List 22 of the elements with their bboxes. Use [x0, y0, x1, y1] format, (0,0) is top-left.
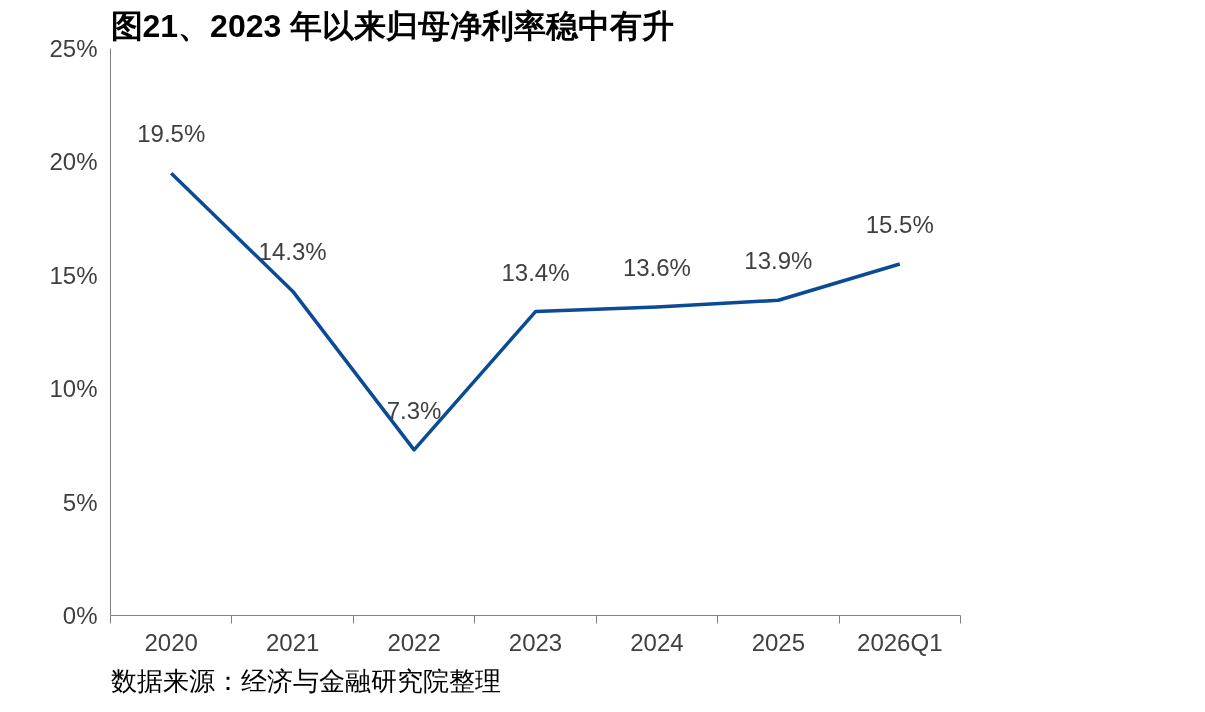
text: 13.9%	[744, 247, 813, 275]
y-tick-label: 25%	[49, 35, 98, 62]
x-tick-label: 2022	[387, 628, 441, 656]
x-tick-label: 2021	[265, 628, 320, 656]
text: 19.5%	[137, 120, 206, 148]
x-tick-label: 2023	[508, 628, 563, 656]
y-tick-label: 5%	[62, 488, 98, 516]
text: 13.4%	[501, 258, 570, 286]
x-tick-label: 2024	[630, 628, 684, 656]
y-tick-label: 10%	[49, 375, 98, 403]
x-tick-label: 2025	[751, 628, 806, 656]
text: 13.6%	[622, 254, 691, 282]
chart-title: 图21、2023 年以来归母净利率稳中有升	[110, 7, 675, 44]
y-tick-label: 20%	[49, 148, 98, 176]
x-tick-label: 2026Q1	[857, 628, 943, 656]
text: 14.3%	[258, 238, 327, 266]
source-note: 数据来源：经济与金融研究院整理	[110, 665, 501, 696]
y-tick-label: 0%	[62, 602, 98, 629]
x-tick-label: 2020	[144, 628, 198, 656]
text: 7.3%	[386, 396, 442, 424]
text: 15.5%	[865, 210, 934, 238]
y-tick-label: 15%	[49, 261, 98, 289]
